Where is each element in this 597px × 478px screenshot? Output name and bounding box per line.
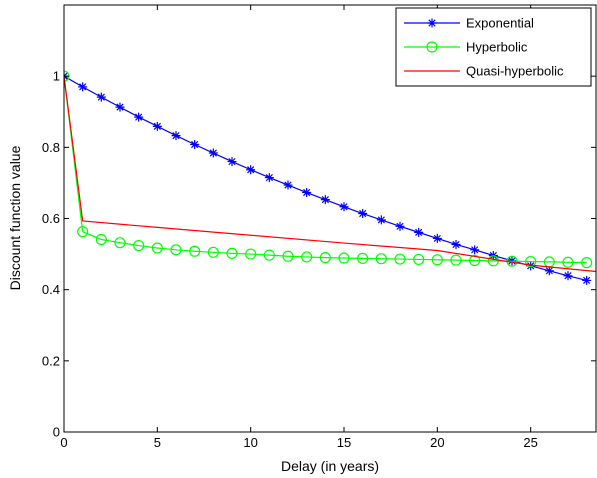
legend-swatch-marker [426, 41, 438, 53]
series-quasi-hyperbolic [64, 76, 596, 273]
hyperbolic-marker [394, 253, 406, 265]
exponential-marker [134, 112, 144, 122]
exponential-marker [208, 148, 218, 158]
hyperbolic-marker [263, 249, 275, 261]
hyperbolic-marker [170, 244, 182, 256]
exponential-marker [227, 157, 237, 167]
hyperbolic-marker [450, 254, 462, 266]
legend-label: Exponential [466, 16, 534, 31]
exponential-marker [582, 275, 592, 285]
x-tick-label: 5 [154, 435, 161, 450]
hyperbolic-marker [525, 255, 537, 268]
exponential-marker [302, 188, 312, 198]
legend-label: Quasi-hyperbolic [466, 64, 564, 79]
hyperbolic-marker [375, 253, 387, 265]
y-axis-label: Discount function value [7, 145, 23, 290]
legend-label: Hyperbolic [466, 40, 528, 55]
exponential-marker [78, 82, 88, 92]
exponential-marker [339, 202, 349, 212]
hyperbolic-marker [581, 257, 593, 269]
legend-entry-hyperbolic: Hyperbolic [404, 40, 528, 55]
y-tick-label: 0.6 [42, 211, 60, 226]
quasi-hyperbolic-line [64, 76, 596, 273]
legend: Exponential Hyperbolic Quasi-hyperbolic [395, 7, 592, 87]
hyperbolic-marker [319, 252, 331, 264]
exponential-marker [264, 173, 274, 183]
legend-entries: Exponential Hyperbolic Quasi-hyperbolic [404, 16, 564, 79]
hyperbolic-marker [469, 254, 481, 267]
exponential-marker [376, 215, 386, 225]
exponential-marker [563, 271, 573, 281]
x-axis-ticks: 0 5 10 15 20 25 [60, 5, 538, 450]
exponential-marker [171, 131, 181, 141]
hyperbolic-marker [487, 255, 499, 267]
exponential-marker [451, 239, 461, 249]
exponential-marker [115, 102, 125, 112]
y-tick-label: 0.4 [42, 282, 60, 297]
x-axis-label: Delay (in years) [281, 458, 379, 474]
hyperbolic-marker [207, 246, 219, 258]
exponential-marker [414, 227, 424, 237]
hyperbolic-marker [189, 245, 201, 257]
hyperbolic-marker [301, 251, 313, 263]
exponential-marker [358, 209, 368, 219]
series-exponential [64, 71, 592, 285]
x-tick-label: 20 [430, 435, 444, 450]
hyperbolic-marker [226, 247, 238, 259]
hyperbolic-marker [282, 250, 294, 262]
exponential-marker [246, 165, 256, 175]
hyperbolic-line [64, 76, 587, 264]
x-tick-label: 0 [60, 435, 67, 450]
exponential-marker [320, 195, 330, 205]
exponential-marker [470, 245, 480, 255]
hyperbolic-marker [245, 248, 257, 260]
exponential-marker [526, 261, 536, 271]
hyperbolic-marker [413, 253, 425, 266]
legend-entry-exponential: Exponential [404, 16, 534, 31]
hyperbolic-marker [114, 237, 126, 249]
legend-swatch-marker [427, 18, 437, 28]
hyperbolic-marker [338, 252, 350, 264]
exponential-marker [395, 221, 405, 231]
hyperbolic-marker [562, 256, 574, 268]
x-tick-label: 10 [243, 435, 257, 450]
legend-entry-quasi-hyperbolic: Quasi-hyperbolic [404, 64, 564, 79]
exponential-marker [432, 233, 442, 243]
hyperbolic-marker [95, 233, 107, 246]
x-tick-label: 25 [523, 435, 537, 450]
hyperbolic-marker [357, 252, 369, 264]
series-layer [64, 70, 596, 285]
series-hyperbolic [64, 70, 593, 269]
hyperbolic-marker [133, 239, 145, 252]
y-tick-label: 0.2 [42, 353, 60, 368]
exponential-marker [190, 139, 200, 149]
exponential-marker [152, 121, 162, 131]
hyperbolic-marker [151, 242, 163, 254]
y-tick-label: 1 [53, 69, 60, 84]
x-tick-label: 15 [337, 435, 351, 450]
exponential-marker [544, 266, 554, 276]
hyperbolic-marker [77, 226, 89, 238]
y-tick-label: 0 [53, 425, 60, 440]
exponential-marker [283, 180, 293, 190]
y-axis-ticks: 0 0.2 0.4 0.6 0.8 1 [42, 69, 596, 440]
exponential-marker [96, 92, 106, 102]
hyperbolic-marker [431, 254, 443, 266]
y-tick-label: 0.8 [42, 140, 60, 155]
